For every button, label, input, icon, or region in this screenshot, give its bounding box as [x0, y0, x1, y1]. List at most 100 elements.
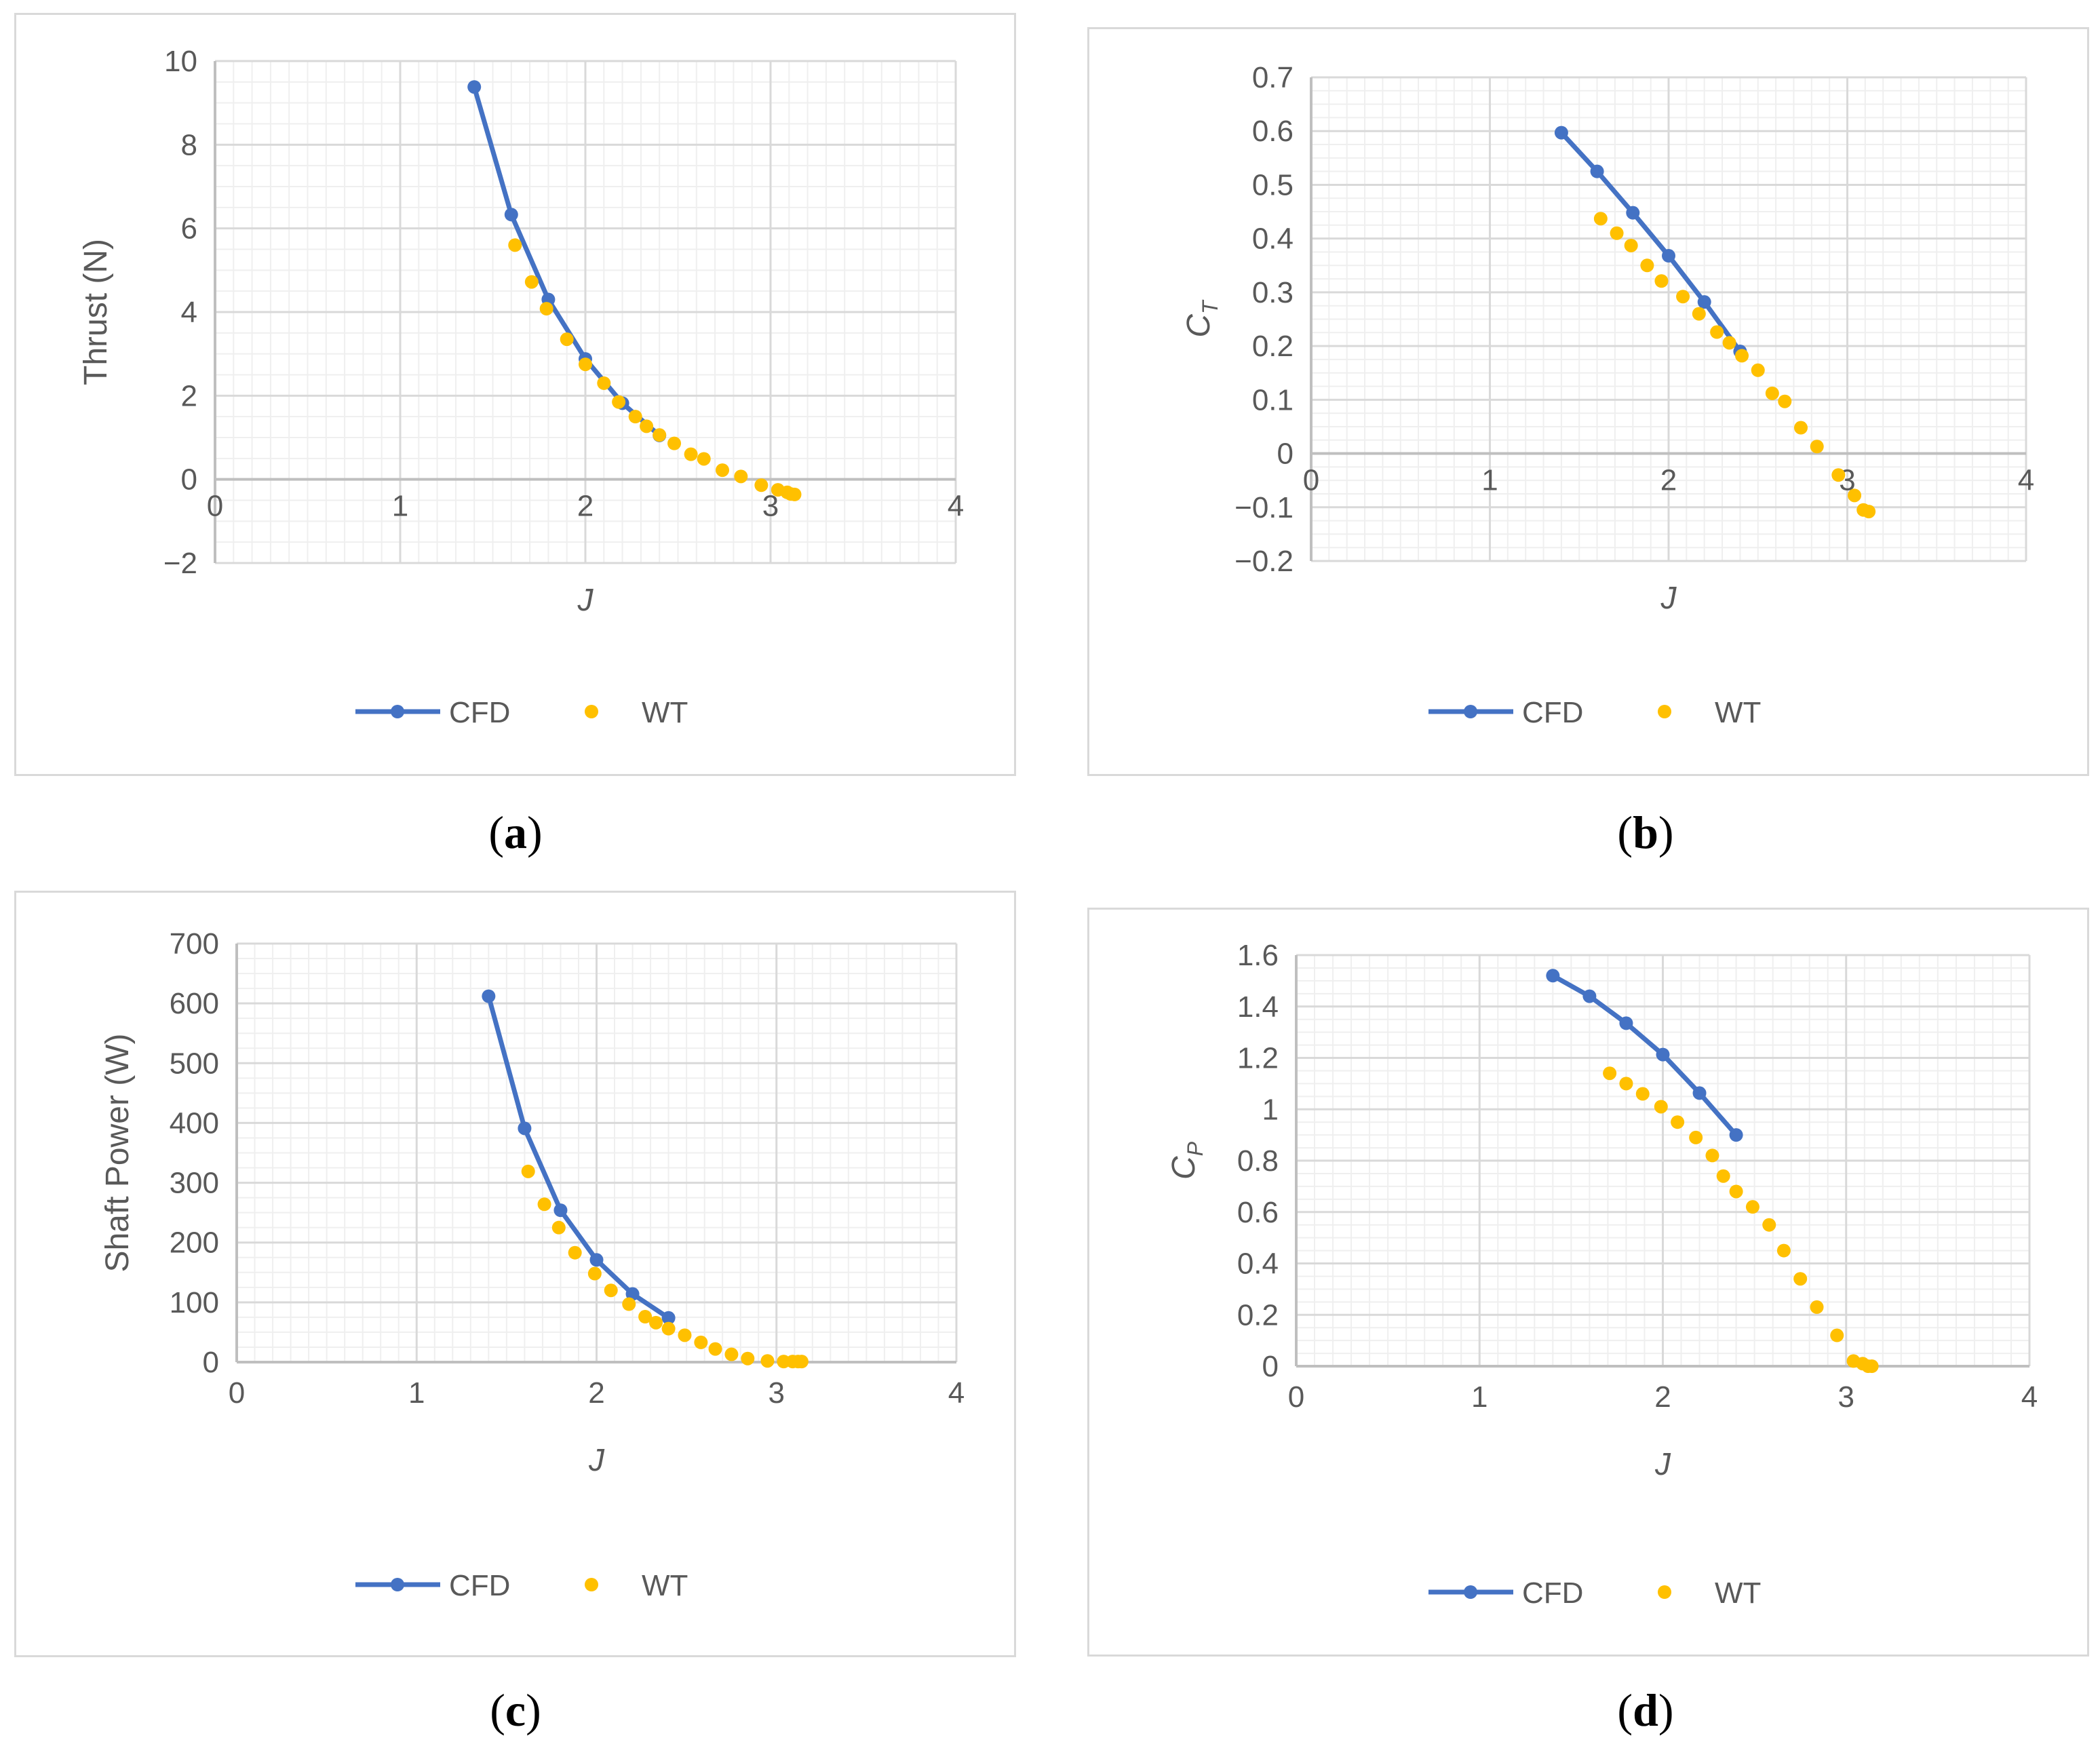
chart-panel-d: 0 1 2 3 4 0 0.2 0.4 0.6 0.8 1 1.2 1.4 1.6 J CP CFD WT — [1087, 908, 2089, 1657]
cfd-point — [518, 1121, 532, 1136]
y-tick-label: 300 — [170, 1167, 219, 1200]
y-tick-label: 0.2 — [1252, 330, 1294, 363]
y-tick-label: 400 — [170, 1106, 219, 1140]
x-tick-label: 4 — [2021, 1380, 2038, 1414]
y-tick-label: 10 — [164, 45, 197, 78]
legend-cfd-marker — [391, 1578, 404, 1591]
cfd-point — [1554, 125, 1568, 140]
y-tick-label: 1.2 — [1237, 1042, 1279, 1075]
cfd-point — [504, 208, 518, 222]
y-tick-label: −0.2 — [1234, 545, 1294, 578]
legend-cfd-marker — [1464, 705, 1477, 718]
wt-point — [1654, 1100, 1668, 1114]
wt-point — [684, 447, 698, 461]
cfd-point — [1729, 1128, 1743, 1142]
series-cfd-d — [1546, 969, 1743, 1142]
legend-wt-label: WT — [642, 1569, 688, 1602]
chart-panel-b: 0 1 2 3 4 −0.2 −0.1 0 0.1 0.2 0.3 0.4 0.5 0.6 0.7 J CT CF… — [1087, 27, 2089, 776]
y-tick-label: 0 — [1277, 438, 1294, 471]
wt-point — [1831, 468, 1846, 482]
wt-point — [724, 1347, 739, 1361]
wt-point — [628, 410, 642, 424]
wt-point — [1603, 1066, 1617, 1081]
y-tick-label: 0.2 — [1237, 1298, 1279, 1332]
y-tick-label: 600 — [170, 987, 219, 1020]
wt-point — [1729, 1184, 1743, 1199]
wt-point — [1722, 336, 1736, 350]
x-axis-title-b: J — [1660, 580, 1677, 615]
y-tick-label: 100 — [170, 1286, 219, 1319]
x-tick-label: 3 — [1838, 1380, 1854, 1414]
y-tick-label: 1 — [1262, 1093, 1279, 1126]
wt-point — [524, 275, 539, 289]
wt-point — [1676, 290, 1690, 304]
chart-panel-c: 0 1 2 3 4 0 100 200 300 400 500 600 700 J Shaft Power … — [14, 891, 1016, 1657]
y-axis-title-a: Thrust (N) — [78, 239, 114, 385]
wt-point — [649, 1315, 663, 1330]
wt-point — [1716, 1169, 1730, 1183]
wt-point — [1810, 440, 1824, 454]
cfd-point — [1692, 1086, 1707, 1100]
wt-point — [551, 1220, 566, 1235]
wt-point — [1765, 386, 1779, 400]
legend-wt-label: WT — [1715, 1576, 1761, 1610]
wt-point — [560, 332, 574, 347]
wt-point — [1862, 505, 1876, 519]
wt-point — [754, 478, 769, 492]
series-cfd-c — [482, 989, 676, 1325]
legend-cfd-label: CFD — [1522, 1576, 1583, 1610]
y-tick-label: −2 — [163, 547, 197, 580]
wt-point — [661, 1321, 676, 1336]
wt-point — [716, 463, 730, 478]
x-tick-label: 2 — [1660, 464, 1677, 497]
wt-point — [622, 1297, 636, 1311]
y-tick-label: 0.1 — [1252, 383, 1294, 417]
x-tick-label: 1 — [408, 1376, 425, 1410]
wt-point — [1654, 274, 1669, 288]
wt-point — [537, 1197, 551, 1212]
y-tick-label: 0.8 — [1237, 1144, 1279, 1178]
series-wt-b — [1593, 212, 1876, 519]
wt-point — [638, 1310, 653, 1324]
wt-point — [1640, 258, 1654, 273]
wt-point — [1624, 238, 1638, 252]
cfd-point — [553, 1203, 568, 1218]
x-tick-label: 4 — [948, 1376, 965, 1410]
wt-point — [1793, 1272, 1808, 1286]
chart-svg-b: 0 1 2 3 4−0.2−0.100.10.20.30.40.50.60.7JCTCF… — [1181, 61, 2034, 729]
wt-point — [1689, 1130, 1703, 1144]
x-tick-label: 4 — [948, 490, 964, 523]
wt-point — [794, 1355, 809, 1369]
x-tick-label: 2 — [588, 1376, 604, 1410]
y-tick-label: 0 — [203, 1346, 219, 1379]
x-axis-title-a: J — [577, 582, 594, 617]
wt-point — [788, 487, 802, 501]
wt-point — [568, 1245, 582, 1260]
cfd-point — [1619, 1016, 1633, 1030]
x-tick-label: 1 — [1471, 1380, 1488, 1414]
caption-a: (a) — [488, 807, 543, 858]
cfd-point — [1582, 989, 1597, 1003]
series-wt-d — [1603, 1066, 1879, 1373]
cfd-line — [1551, 973, 1738, 1137]
cfd-line — [471, 86, 661, 438]
y-tick-label: 0.4 — [1252, 222, 1294, 256]
wt-point — [604, 1283, 618, 1298]
y-axis-title-d: CP — [1166, 1141, 1207, 1180]
wt-point — [1735, 349, 1749, 363]
wt-point — [667, 436, 682, 450]
cfd-point — [1656, 1047, 1670, 1062]
wt-point — [1848, 488, 1862, 503]
x-tick-label: 1 — [1481, 464, 1498, 497]
wt-point — [1830, 1328, 1844, 1342]
y-tick-label: −0.1 — [1234, 491, 1294, 524]
legend-cfd-label: CFD — [1522, 696, 1583, 729]
x-axis-title-c: J — [588, 1442, 605, 1477]
wt-point — [521, 1164, 535, 1178]
x-tick-label: 2 — [1654, 1380, 1671, 1414]
caption-d: (d) — [1617, 1684, 1674, 1736]
y-tick-label: 700 — [170, 927, 219, 961]
series-wt-c — [521, 1164, 809, 1369]
y-tick-label: 0 — [1262, 1350, 1279, 1383]
